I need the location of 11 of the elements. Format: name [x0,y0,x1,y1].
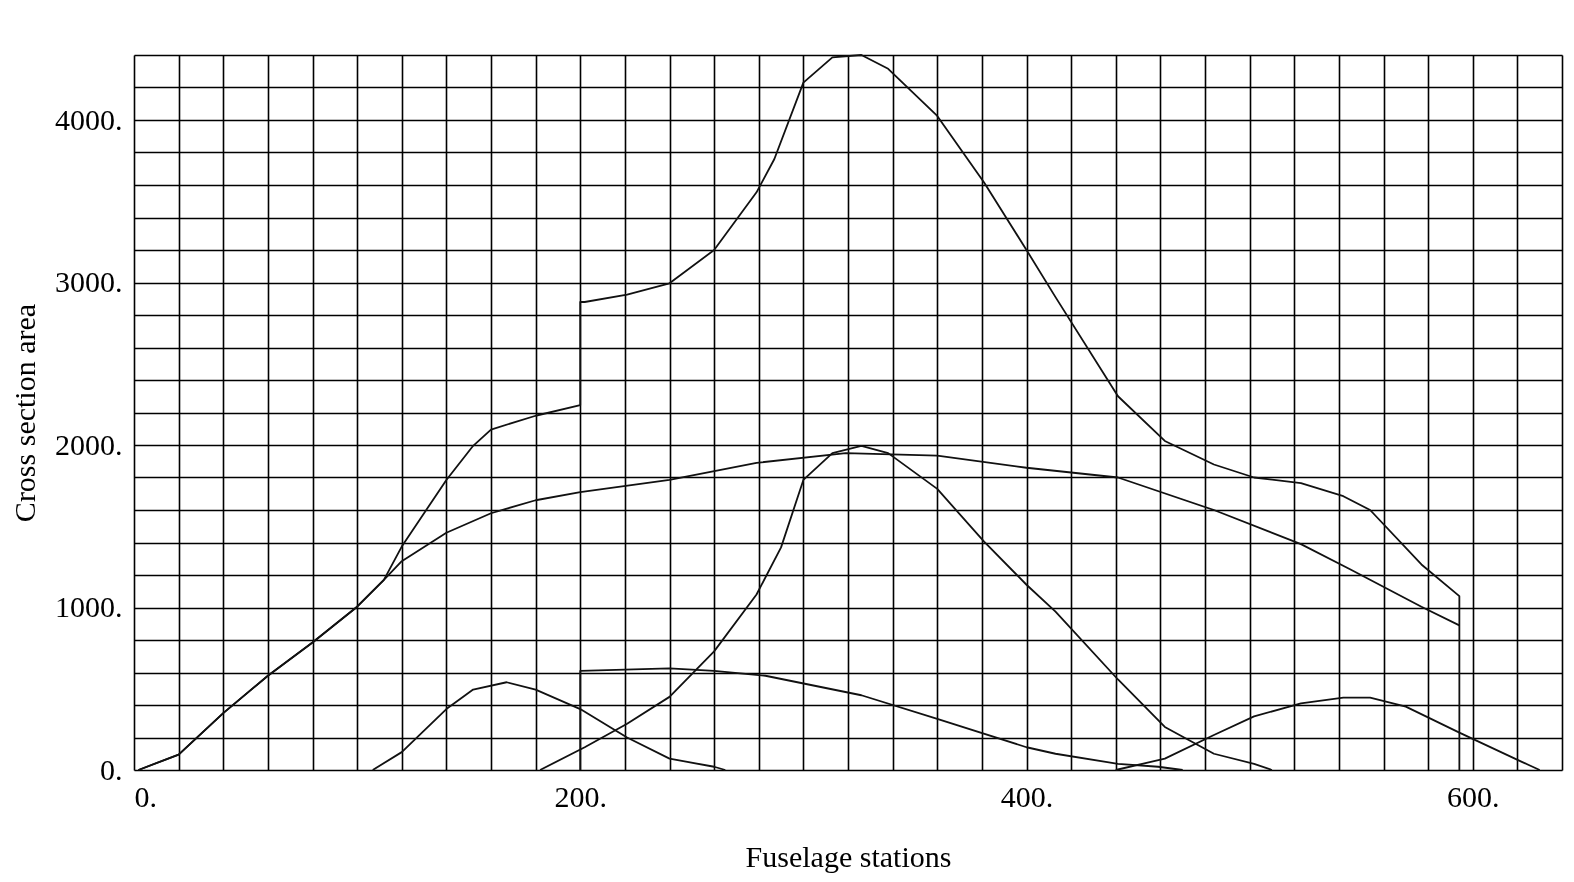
y-tick-label: 3000. [55,265,123,298]
y-tick-label: 1000. [55,590,123,623]
x-tick-label: 600. [1447,779,1500,813]
y-tick-label: 2000. [55,427,123,461]
x-tick-label: 400. [1000,779,1054,813]
y-tick-label: 4000. [55,102,123,136]
x-tick-label: 0. [134,779,157,813]
y-axis-title: Cross section area [8,303,41,523]
x-axis-title: Fuselage stations [745,839,952,873]
x-tick-label: 200. [554,779,607,813]
y-tick-label: 0. [100,752,123,786]
